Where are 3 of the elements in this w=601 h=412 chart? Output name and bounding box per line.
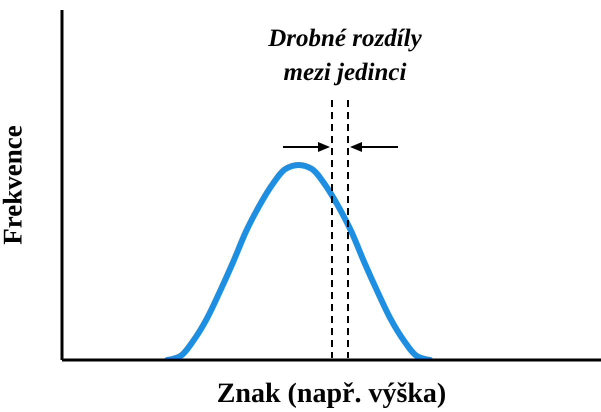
x-axis-title: Znak (např. výška) (216, 378, 446, 409)
y-axis-title: Frekvence (0, 125, 28, 245)
text: Drobné rozdíly mezi jedinci (267, 24, 423, 88)
